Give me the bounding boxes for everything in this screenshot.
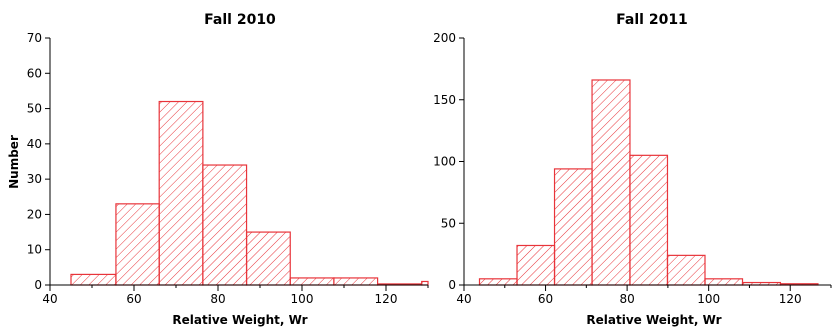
y-tick-label: 70 (27, 31, 42, 45)
histogram-bar (289, 277, 335, 286)
x-tick-label: 40 (456, 292, 471, 306)
x-tick-label: 100 (291, 292, 314, 306)
histogram-bar (704, 278, 744, 286)
y-tick-label: 0 (448, 278, 456, 292)
x-tick-label: 40 (42, 292, 57, 306)
y-tick-label: 50 (27, 102, 42, 116)
chart-fall-2010: Fall 2010 Number Relative Weight, Wr 0 10… (7, 12, 429, 327)
histogram-bar (591, 79, 631, 286)
y-tick-label: 0 (34, 278, 42, 292)
y-tick-label: 150 (433, 93, 456, 107)
chart-fall-2011: Fall 2011 Relative Weight, Wr 0 50 100 150 2… (433, 12, 832, 327)
bar-group (70, 100, 429, 286)
y-tick-label: 200 (433, 31, 456, 45)
bar-group (478, 79, 819, 286)
y-axis-label: Number (7, 135, 21, 189)
chart-title: Fall 2010 (204, 12, 276, 28)
x-tick-label: 120 (375, 292, 398, 306)
x-ticks: 40 60 80 100 120 (42, 285, 429, 306)
chart-title: Fall 2011 (616, 12, 688, 28)
x-tick-label: 80 (619, 292, 634, 306)
histogram-bar (553, 168, 593, 286)
x-axis-label: Relative Weight, Wr (172, 313, 307, 327)
y-tick-label: 100 (433, 155, 456, 169)
histogram-bar (666, 254, 706, 286)
histogram-bar (158, 100, 204, 286)
y-ticks: 0 10 20 30 40 50 60 70 (27, 31, 50, 292)
histogram-bar (629, 154, 669, 286)
x-tick-label: 60 (538, 292, 553, 306)
y-tick-label: 50 (441, 216, 456, 230)
histogram-bar (115, 203, 160, 286)
histogram-bar (245, 231, 291, 286)
x-ticks: 40 60 80 100 120 (456, 285, 832, 306)
axes (49, 38, 428, 286)
histogram-bar (421, 280, 429, 286)
x-axis-label: Relative Weight, Wr (586, 313, 721, 327)
y-ticks: 0 50 100 150 200 (433, 31, 464, 292)
histogram-bar (333, 277, 379, 286)
y-tick-label: 40 (27, 137, 42, 151)
y-tick-label: 10 (27, 243, 42, 257)
y-tick-label: 60 (27, 66, 42, 80)
histogram-bar (202, 164, 248, 286)
x-tick-label: 120 (779, 292, 802, 306)
histogram-bar (478, 278, 518, 286)
y-tick-label: 20 (27, 207, 42, 221)
x-tick-label: 60 (126, 292, 141, 306)
y-tick-label: 30 (27, 172, 42, 186)
histogram-bar (516, 244, 556, 286)
x-tick-label: 80 (210, 292, 225, 306)
x-tick-label: 100 (697, 292, 720, 306)
histogram-bar (70, 273, 117, 286)
